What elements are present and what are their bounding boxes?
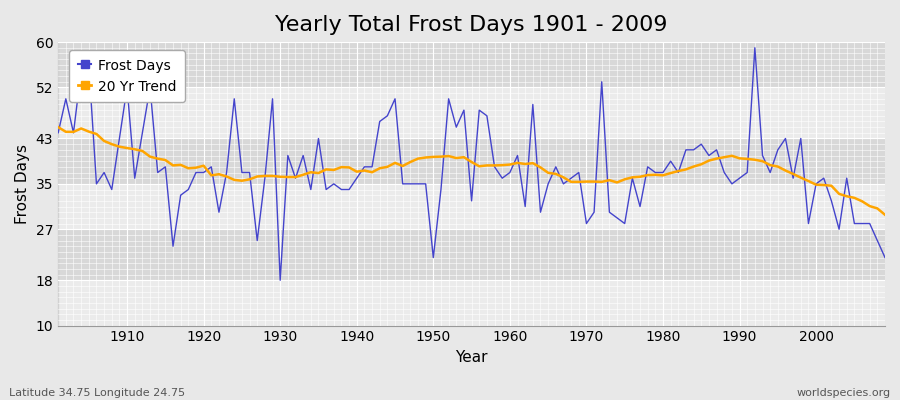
Line: 20 Yr Trend: 20 Yr Trend — [58, 127, 885, 215]
Frost Days — [604, 210, 615, 214]
Frost Days — [53, 130, 64, 135]
Bar — [58, 184, 885, 229]
20 Yr Trend — [505, 162, 516, 167]
Frost Days — [879, 255, 890, 260]
Frost Days — [750, 45, 760, 50]
Legend: Frost Days, 20 Yr Trend: Frost Days, 20 Yr Trend — [69, 50, 185, 102]
20 Yr Trend — [114, 144, 125, 149]
20 Yr Trend — [879, 212, 890, 217]
Frost Days — [290, 176, 301, 180]
Text: worldspecies.org: worldspecies.org — [796, 388, 891, 398]
20 Yr Trend — [597, 180, 608, 184]
Text: Latitude 34.75 Longitude 24.75: Latitude 34.75 Longitude 24.75 — [9, 388, 185, 398]
Bar — [58, 42, 885, 88]
Bar — [58, 229, 885, 280]
20 Yr Trend — [497, 163, 508, 168]
Bar — [58, 88, 885, 138]
20 Yr Trend — [53, 125, 64, 130]
Frost Days — [505, 170, 516, 175]
Frost Days — [336, 187, 346, 192]
Frost Days — [274, 278, 285, 283]
Title: Yearly Total Frost Days 1901 - 2009: Yearly Total Frost Days 1901 - 2009 — [275, 15, 668, 35]
Bar — [58, 280, 885, 326]
20 Yr Trend — [283, 175, 293, 180]
X-axis label: Year: Year — [455, 350, 488, 365]
20 Yr Trend — [328, 168, 339, 172]
Bar — [58, 138, 885, 184]
Line: Frost Days: Frost Days — [58, 48, 885, 280]
Frost Days — [512, 153, 523, 158]
Frost Days — [114, 136, 125, 141]
Y-axis label: Frost Days: Frost Days — [15, 144, 30, 224]
